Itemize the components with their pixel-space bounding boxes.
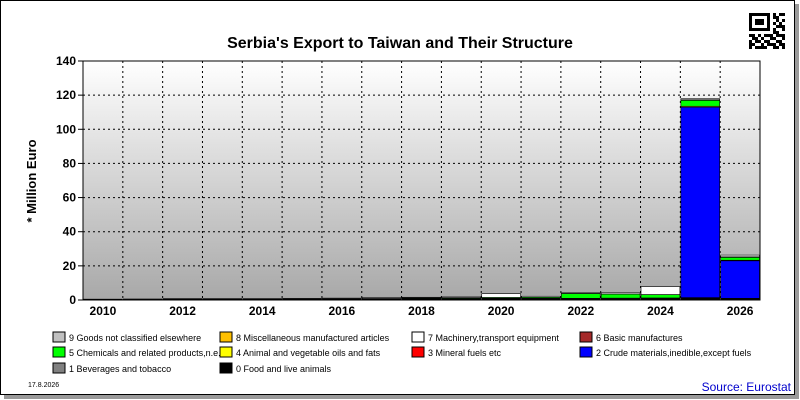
y-tick-label: 20 xyxy=(63,259,77,273)
legend-swatch xyxy=(219,346,233,358)
legend-label: 5 Chemicals and related products,n.e.s. xyxy=(69,348,228,358)
bar-segment xyxy=(441,296,482,299)
x-tick-label: 2012 xyxy=(169,304,196,318)
x-tick-label: 2018 xyxy=(408,304,435,318)
legend: 9 Goods not classified elsewhere 8 Miscel… xyxy=(52,331,752,374)
bar-segment xyxy=(401,296,442,299)
bars xyxy=(83,98,760,301)
bar-segment xyxy=(600,292,641,295)
legend-swatch xyxy=(52,362,66,374)
legend-swatch xyxy=(411,331,425,343)
legend-label: 9 Goods not classified elsewhere xyxy=(69,333,201,343)
bar-segment xyxy=(521,295,561,298)
chart-title: Serbia's Export to Taiwan and Their Stru… xyxy=(227,35,573,52)
legend-swatch xyxy=(219,331,233,343)
x-tick-label: 2026 xyxy=(727,304,754,318)
legend-label: 2 Crude materials,inedible,except fuels xyxy=(596,348,752,358)
plot-area xyxy=(82,60,761,301)
legend-swatch xyxy=(411,346,425,358)
y-axis-label: * Million Euro xyxy=(24,139,39,222)
legend-label: 6 Basic manufactures xyxy=(596,333,683,343)
bar-segment xyxy=(242,298,282,300)
bar-segment xyxy=(123,298,163,300)
bar-segment xyxy=(202,298,243,300)
x-tick-label: 2020 xyxy=(488,304,515,318)
x-tick-label: 2010 xyxy=(90,304,117,318)
y-tick-label: 80 xyxy=(63,156,77,170)
legend-label: 8 Miscellaneous manufactured articles xyxy=(236,333,390,343)
legend-label: 7 Machinery,transport equipment xyxy=(428,333,559,343)
legend-swatch xyxy=(219,362,233,374)
x-tick-label: 2024 xyxy=(647,304,674,318)
y-tick-label: 0 xyxy=(69,293,76,307)
legend-swatch xyxy=(52,331,66,343)
date-label: 17.8.2026 xyxy=(28,382,59,389)
bar-segment xyxy=(680,106,720,298)
x-tick-label: 2014 xyxy=(249,304,276,318)
bar-segment xyxy=(561,293,601,299)
bar-segment xyxy=(83,298,123,301)
legend-label: 1 Beverages and tobacco xyxy=(69,364,171,374)
qr-code-icon xyxy=(749,13,785,49)
y-tick-label: 140 xyxy=(56,54,76,68)
legend-label: 0 Food and live animals xyxy=(236,364,332,374)
bar-segment xyxy=(322,297,362,300)
bar-segment xyxy=(600,293,641,299)
bar-segment xyxy=(680,297,720,301)
bar-segment xyxy=(640,297,681,301)
source-label: Source: Eurostat xyxy=(702,380,792,394)
y-tick-label: 40 xyxy=(63,225,77,239)
bar-segment xyxy=(680,99,720,107)
bar-segment xyxy=(680,98,720,101)
bar-segment xyxy=(162,298,203,300)
bar-segment xyxy=(720,254,760,258)
bar-segment xyxy=(361,297,402,299)
bar-segment xyxy=(282,297,322,300)
bar-segment xyxy=(481,293,521,298)
legend-swatch xyxy=(579,331,593,343)
bar-segment xyxy=(720,260,760,299)
bar-segment xyxy=(561,292,601,294)
legend-swatch xyxy=(52,346,66,358)
bar-segment xyxy=(640,286,681,295)
legend-label: 3 Mineral fuels etc xyxy=(428,348,502,358)
bar-segment xyxy=(640,294,681,299)
y-axis-ticks: 0 20 40 60 80 100 120 140 xyxy=(56,54,83,307)
x-axis-ticks: 2010 2012 2014 2016 2018 2020 2022 2024 2026 xyxy=(90,304,754,318)
legend-label: 4 Animal and vegetable oils and fats xyxy=(236,348,381,358)
x-tick-label: 2022 xyxy=(567,304,594,318)
y-tick-label: 120 xyxy=(56,88,76,102)
y-tick-label: 60 xyxy=(63,191,77,205)
y-tick-label: 100 xyxy=(56,122,76,136)
legend-swatch xyxy=(579,346,593,358)
x-tick-label: 2016 xyxy=(329,304,356,318)
